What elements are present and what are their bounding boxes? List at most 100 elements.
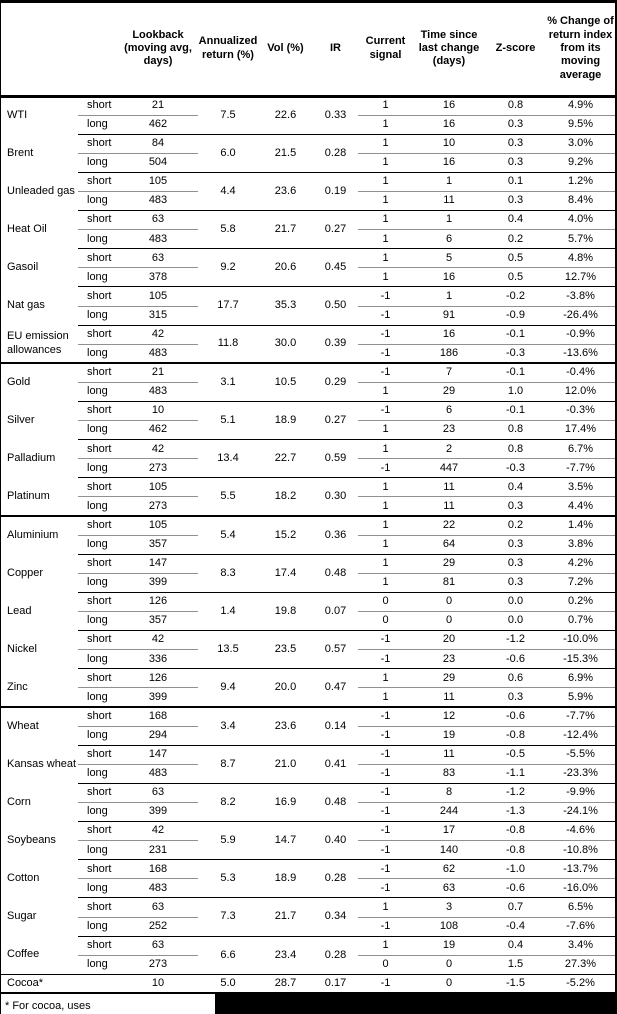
time-since-value: 11 [413, 744, 485, 765]
ir-value: 0.40 [313, 821, 358, 860]
leg-label: short [78, 400, 118, 422]
pct-change-value: -5.2% [546, 973, 615, 995]
lookback-value: 105 [118, 477, 198, 498]
time-since-value: 83 [442, 767, 456, 780]
zscore-value: -0.1 [485, 362, 546, 383]
leg-label [78, 973, 118, 995]
table-row: long 294 -1 19 -0.8 -12.4% [1, 726, 615, 745]
table-row: Nickel short 42 13.5 23.5 0.57 -1 20 -1.2 -10.0% [1, 630, 615, 669]
pct-change-value: 4.8% [546, 248, 615, 269]
zscore-value: -1.0 [485, 859, 546, 880]
zscore-value: 0.0 [507, 614, 524, 627]
vol-value: 19.8 [258, 591, 313, 631]
leg-label: long [87, 499, 108, 512]
table-row: long 231 -1 140 -0.8 -10.8% [1, 841, 615, 860]
annualized-return-value: 5.1 [198, 400, 258, 440]
table-row: Unleaded gas short 105 4.4 23.6 0.19 1 1 0.1 1.2% [1, 171, 615, 211]
signal-value: 1 [382, 385, 389, 398]
annualized-return-value: 8.2 [198, 782, 258, 822]
zscore-value: 0.5 [485, 248, 546, 269]
commodity-name: Soybeans [7, 833, 56, 846]
table-row: Cocoa* 10 5.0 28.7 0.17 -1 0 -1.5 -5.2% [1, 973, 615, 995]
table-row: long 483 -1 186 -0.3 -13.6% [1, 344, 615, 363]
vol-value: 28.7 [258, 973, 313, 995]
pct-change-value: -3.8% [546, 286, 615, 307]
zscore-value: 0.3 [507, 194, 524, 207]
table-row: Aluminium short 105 5.4 15.2 0.36 1 22 0.2 1.4% [1, 515, 615, 555]
col-header-vol: Vol (%) [258, 3, 313, 98]
zscore-value: 0.3 [507, 499, 524, 512]
vol-value: 18.9 [258, 400, 313, 440]
time-since-value: 17 [413, 821, 485, 842]
table-header: Lookback (moving avg, days) Annualized re… [1, 3, 615, 98]
table-row: long 252 -1 108 -0.4 -7.6% [1, 917, 615, 936]
annualized-return-value: 5.5 [198, 477, 258, 517]
leg-label: short [78, 324, 118, 345]
time-since-value: 16 [442, 270, 456, 283]
annualized-return-value: 3.4 [198, 705, 258, 746]
annualized-return-value: 8.3 [198, 553, 258, 593]
signal-value: -1 [358, 859, 413, 880]
annualized-return-value: 17.7 [198, 286, 258, 326]
time-since-value: 19 [413, 935, 485, 956]
lookback-value: 273 [148, 958, 168, 971]
signal-value: -1 [358, 973, 413, 995]
pct-change-value: 3.4% [546, 935, 615, 956]
commodity-name: Kansas wheat [7, 757, 77, 770]
annualized-return-value: 4.4 [198, 171, 258, 211]
pct-change-value: -7.6% [566, 919, 595, 932]
table-row: Gold short 21 3.1 10.5 0.29 -1 7 -0.1 -0.4% [1, 362, 615, 402]
leg-label: short [78, 744, 118, 765]
lookback-value: 147 [118, 744, 198, 765]
leg-label: long [87, 385, 108, 398]
vol-value: 30.0 [258, 324, 313, 364]
signal-value: 1 [382, 117, 389, 130]
lookback-value: 378 [148, 270, 168, 283]
zscore-value: -0.6 [506, 652, 525, 665]
lookback-value: 483 [148, 232, 168, 245]
col-header-zscore: Z-score [485, 3, 546, 98]
time-since-value: 10 [413, 133, 485, 154]
zscore-value: -0.1 [485, 400, 546, 422]
signal-value: -1 [380, 881, 391, 894]
vol-value: 22.7 [258, 439, 313, 478]
table-row: long 399 -1 244 -1.3 -24.1% [1, 802, 615, 821]
signal-value: -1 [358, 400, 413, 422]
time-since-value: 3 [413, 897, 485, 918]
lookback-value: 462 [148, 117, 168, 130]
signal-value: 1 [382, 232, 389, 245]
leg-label: short [78, 96, 118, 116]
leg-label: long [87, 461, 108, 474]
pct-change-value: -7.7% [546, 705, 615, 727]
vol-value: 21.7 [258, 210, 313, 249]
signal-value: 1 [358, 248, 413, 269]
signal-value: -1 [380, 308, 391, 321]
time-since-value: 23 [442, 652, 456, 665]
vol-value: 15.2 [258, 515, 313, 555]
pct-change-value: 12.7% [564, 270, 597, 283]
vol-value: 23.5 [258, 630, 313, 669]
signal-value: 0 [382, 958, 389, 971]
table-row: Wheat short 168 3.4 23.6 0.14 -1 12 -0.6 -7.7% [1, 705, 615, 746]
vol-value: 23.6 [258, 705, 313, 746]
signal-value: -1 [358, 630, 413, 651]
leg-label: short [78, 133, 118, 154]
leg-label: long [87, 728, 108, 741]
lookback-value: 483 [148, 194, 168, 207]
pct-change-value: -10.8% [563, 843, 598, 856]
table-row: long 483 1 11 0.3 8.4% [1, 191, 615, 210]
pct-change-value: 3.0% [546, 133, 615, 154]
time-since-value: 11 [413, 477, 485, 498]
leg-label: short [78, 286, 118, 307]
leg-label: short [78, 630, 118, 651]
zscore-value: -0.4 [506, 919, 525, 932]
table-row: Sugar short 63 7.3 21.7 0.34 1 3 0.7 6.5% [1, 897, 615, 937]
signal-value: 1 [382, 423, 389, 436]
lookback-value: 168 [118, 859, 198, 880]
lookback-value: 357 [148, 614, 168, 627]
leg-label: long [87, 919, 108, 932]
vol-value: 23.4 [258, 935, 313, 975]
lookback-value: 168 [118, 705, 198, 727]
table-row: long 273 1 11 0.3 4.4% [1, 497, 615, 516]
